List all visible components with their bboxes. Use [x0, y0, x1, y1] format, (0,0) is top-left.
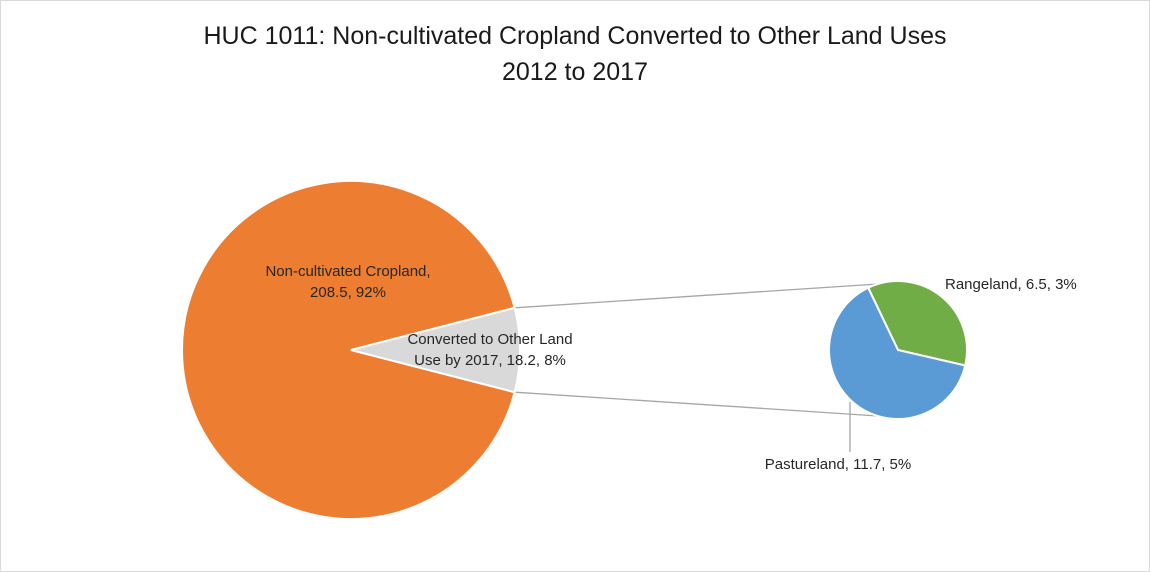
data-label-pastureland: Pastureland, 11.7, 5% [765, 456, 911, 473]
data-label-converted-line-1: Converted to Other Land [407, 331, 572, 348]
slice-rangeland [866, 280, 968, 367]
chart-title: HUC 1011: Non-cultivated Cropland Conver… [203, 22, 947, 50]
slice-non-cultivated-cropland [181, 180, 516, 520]
connector-line-bottom [514, 391, 879, 417]
data-label-non-cultivated-cropland-line-2: 208.5, 92% [310, 284, 386, 301]
data-label-converted-line-2: Use by 2017, 18.2, 8% [414, 352, 566, 369]
slice-converted-to-other-land-use-by-2017 [350, 306, 521, 394]
chart-subtitle: 2012 to 2017 [502, 58, 648, 86]
data-label-non-cultivated-cropland-line-1: Non-cultivated Cropland, [265, 263, 430, 280]
slice-pastureland [828, 286, 967, 420]
chart-title-block: HUC 1011: Non-cultivated Cropland Conver… [0, 18, 1150, 90]
connector-line-top [514, 283, 879, 309]
data-label-rangeland: Rangeland, 6.5, 3% [945, 276, 1077, 293]
